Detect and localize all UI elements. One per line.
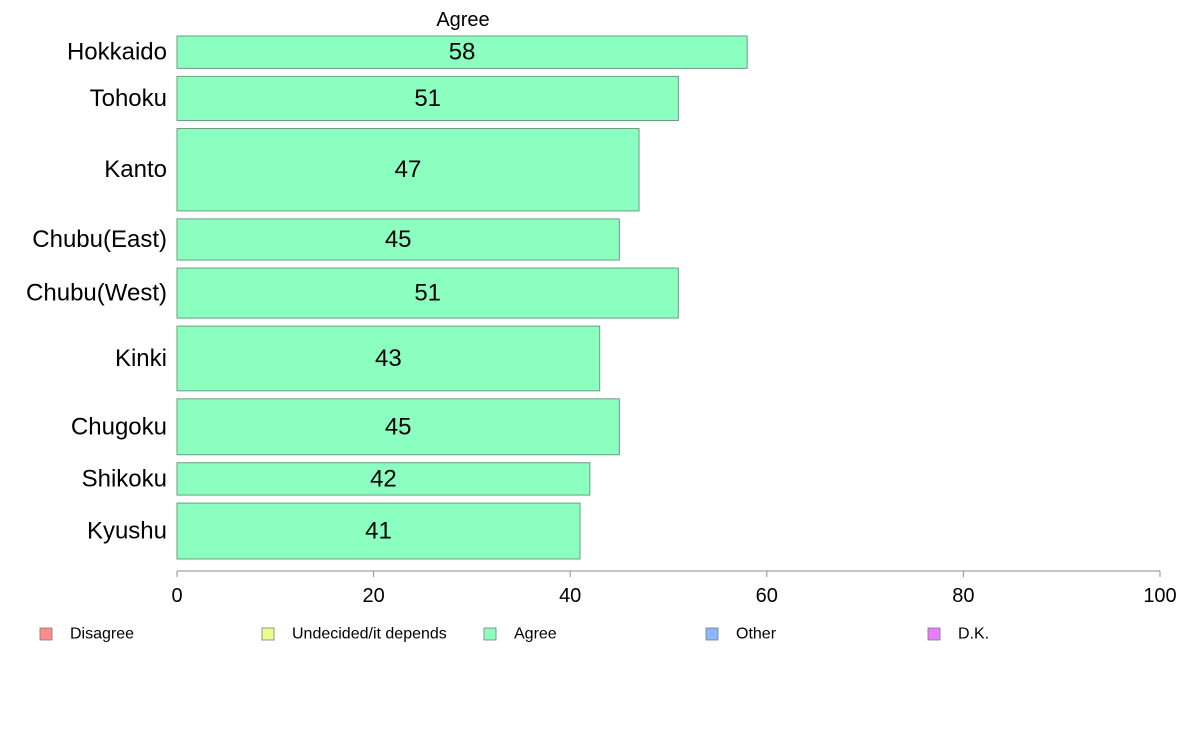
legend-label: D.K.	[958, 626, 989, 643]
legend-label: Agree	[514, 626, 557, 643]
data-label: 45	[385, 226, 412, 253]
x-tick-label: 60	[756, 585, 778, 607]
category-label: Kyushu	[87, 518, 167, 545]
data-label: 41	[365, 518, 392, 545]
legend-label: Undecided/it depends	[292, 626, 447, 643]
category-label: Chubu(East)	[32, 226, 167, 253]
data-label: 58	[449, 39, 476, 66]
x-tick-label: 20	[362, 585, 384, 607]
x-tick-label: 40	[559, 585, 581, 607]
bar-chubu-west	[176, 267, 679, 319]
x-axis: 0 20 40 60 80 100	[171, 570, 1177, 607]
category-label: Chubu(West)	[26, 280, 167, 307]
bar-kinki	[176, 325, 601, 392]
legend-swatch	[39, 627, 53, 641]
legend-swatch	[705, 627, 719, 641]
legend: Disagree Undecided/it depends Agree Other D.…	[39, 626, 989, 643]
category-label: Tohoku	[90, 85, 167, 112]
legend-swatch	[927, 627, 941, 641]
bar-hokkaido	[176, 35, 748, 69]
category-label: Kanto	[104, 156, 167, 183]
data-label: 51	[414, 280, 441, 307]
bar-kyushu	[176, 502, 581, 560]
series-title: Agree	[436, 9, 489, 31]
bar-chugoku	[176, 398, 620, 456]
legend-label: Disagree	[70, 626, 134, 643]
data-label: 47	[395, 156, 422, 183]
legend-swatch	[483, 627, 497, 641]
bar-kanto	[176, 128, 640, 212]
category-label: Chugoku	[71, 413, 167, 440]
category-label: Kinki	[115, 345, 167, 372]
bar-tohoku	[176, 75, 679, 122]
legend-label: Other	[736, 626, 777, 643]
bar-shikoku	[176, 462, 591, 496]
category-label: Shikoku	[82, 465, 167, 492]
category-labels-group: Hokkaido Tohoku Kanto Chubu(East) Chubu(West…	[26, 39, 167, 545]
bars-group	[176, 35, 748, 560]
x-tick-label: 80	[952, 585, 974, 607]
data-label: 43	[375, 345, 402, 372]
data-label: 51	[414, 85, 441, 112]
legend-swatch	[261, 627, 275, 641]
data-label: 45	[385, 413, 412, 440]
x-tick-label: 100	[1143, 585, 1176, 607]
bar-chubu-east	[176, 218, 620, 261]
category-label: Hokkaido	[67, 39, 167, 66]
data-label: 42	[370, 465, 397, 492]
x-tick-label: 0	[171, 585, 182, 607]
